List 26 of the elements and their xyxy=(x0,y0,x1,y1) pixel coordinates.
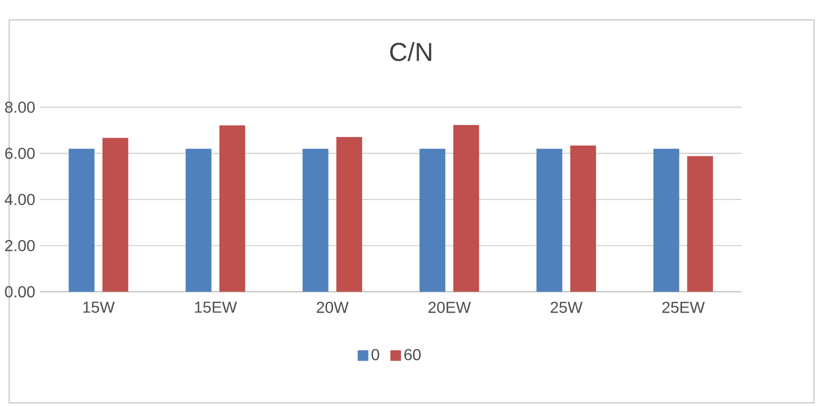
bar xyxy=(336,137,362,292)
bar xyxy=(219,125,246,292)
bar xyxy=(102,138,128,292)
bar xyxy=(302,148,328,292)
legend-label: 60 xyxy=(404,349,421,360)
bar xyxy=(536,148,562,292)
bar xyxy=(420,148,446,292)
bar xyxy=(68,148,94,292)
x-tick-label: 20W xyxy=(316,302,349,314)
bar xyxy=(570,146,596,292)
bar xyxy=(653,148,680,292)
x-tick-label: 15W xyxy=(83,302,115,313)
x-tick-label: 15EW xyxy=(194,302,237,313)
x-tick-label: 25EW xyxy=(662,302,705,314)
chart-title: C/N xyxy=(390,42,432,62)
y-tick-label: 2.00 xyxy=(5,240,35,252)
y-tick-label: 0.00 xyxy=(5,286,35,298)
x-tick-label: 20EW xyxy=(428,302,471,314)
legend-label: 0 xyxy=(372,349,380,360)
bar xyxy=(687,156,713,292)
bar xyxy=(453,125,480,292)
y-tick-label: 6.00 xyxy=(5,148,35,159)
bar xyxy=(186,148,212,292)
x-tick-label: 25W xyxy=(550,302,582,314)
y-tick-label: 8.00 xyxy=(5,102,35,113)
y-tick-label: 4.00 xyxy=(4,194,35,206)
